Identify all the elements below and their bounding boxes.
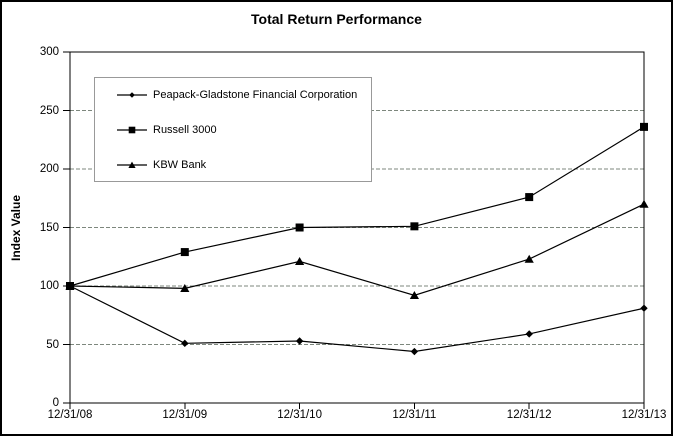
diamond-marker-icon [117, 92, 147, 98]
data-point-marker [409, 290, 419, 299]
data-point-marker [639, 199, 649, 208]
data-point-marker [525, 330, 533, 338]
x-tick-label: 12/31/08 [47, 409, 93, 421]
square-marker-icon [117, 126, 147, 134]
legend-label: Russell 3000 [153, 124, 217, 136]
legend-label: Peapack-Gladstone Financial Corporation [153, 89, 358, 101]
data-point-marker [640, 304, 648, 312]
x-tick-label: 12/31/10 [277, 409, 322, 421]
data-point-marker [181, 339, 189, 348]
data-point-marker [65, 281, 75, 290]
x-tick-label: 12/31/11 [392, 409, 437, 421]
data-point-marker [524, 254, 534, 263]
data-point-marker [525, 193, 534, 202]
x-tick-label: 12/31/13 [621, 409, 667, 421]
legend-item: Russell 3000 [117, 122, 217, 138]
data-point-marker [640, 122, 648, 131]
data-point-marker [410, 347, 419, 356]
legend-item: KBW Bank [117, 157, 206, 173]
y-tick-label: 300 [39, 46, 59, 58]
data-point-marker [295, 223, 304, 232]
data-point-marker [180, 283, 190, 292]
x-tick-label: 12/31/12 [506, 409, 552, 421]
series-line [69, 126, 645, 287]
series-line [69, 285, 645, 353]
y-tick-label: 200 [39, 163, 59, 175]
y-tick-label: 0 [52, 397, 59, 409]
y-tick-label: 250 [39, 104, 59, 117]
legend-item: Peapack-Gladstone Financial Corporation [117, 87, 357, 103]
y-tick-label: 50 [46, 338, 59, 351]
data-point-marker [295, 337, 304, 345]
y-tick-label: 100 [39, 280, 59, 292]
legend: Peapack-Gladstone Financial Corporation R… [94, 77, 372, 182]
series-line [69, 203, 645, 296]
data-point-marker [410, 222, 419, 231]
y-tick-label: 150 [39, 221, 59, 234]
triangle-marker-icon [117, 161, 147, 168]
x-tick-label: 12/31/09 [162, 409, 208, 421]
legend-label: KBW Bank [153, 159, 207, 171]
data-point-marker [295, 257, 305, 266]
chart-title: Total Return Performance [251, 11, 422, 27]
data-point-marker [180, 248, 189, 257]
